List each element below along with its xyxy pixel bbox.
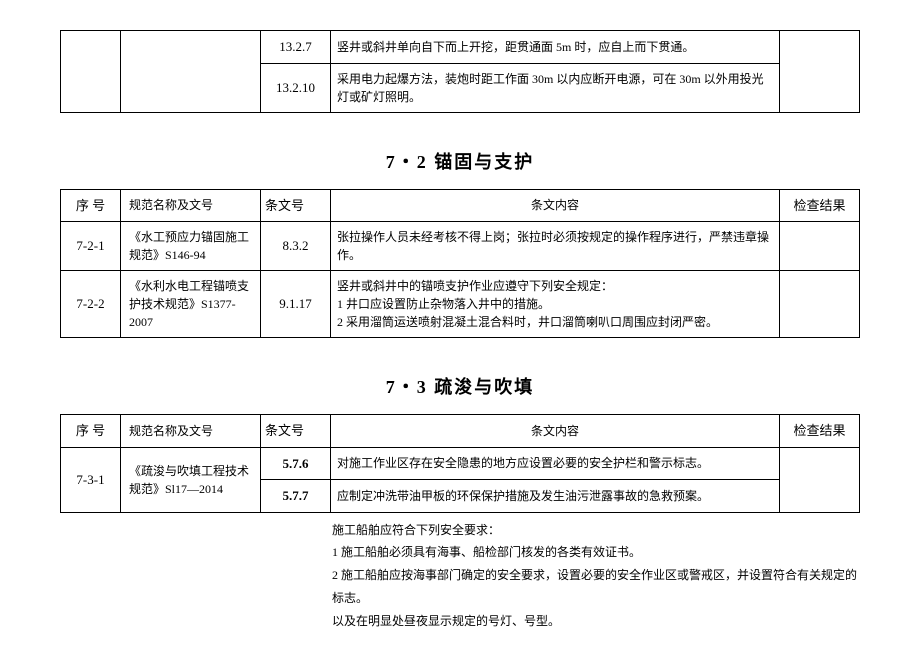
spec-cell: 《水利水电工程锚喷支护技术规范》S1377-2007 [121,271,261,338]
table-row: 7-3-1 《疏浚与吹填工程技术规范》Sl17—2014 5.7.6 对施工作业… [61,447,860,480]
col-header-content: 条文内容 [331,415,780,448]
article-number: 13.2.10 [261,63,331,112]
result-cell [780,447,860,512]
table-header-row: 序 号 规范名称及文号 条文号 条文内容 检查结果 [61,189,860,222]
trailing-line: 以及在明显处昼夜显示规定的号灯、号型。 [332,610,860,633]
table-row: 7-2-2 《水利水电工程锚喷支护技术规范》S1377-2007 9.1.17 … [61,271,860,338]
col-header-content: 条文内容 [331,189,780,222]
table-header-row: 序 号 规范名称及文号 条文号 条文内容 检查结果 [61,415,860,448]
article-cell: 5.7.7 [261,480,331,513]
article-content: 采用电力起爆方法，装炮时距工作面 30m 以内应断开电源，可在 30m 以外用投… [331,63,780,112]
trailing-line: 1 施工船舶必须具有海事、船检部门核发的各类有效证书。 [332,541,860,564]
col-header-spec: 规范名称及文号 [121,189,261,222]
article-number: 13.2.7 [261,31,331,64]
table-7-3: 序 号 规范名称及文号 条文号 条文内容 检查结果 7-3-1 《疏浚与吹填工程… [60,414,860,513]
content-cell: 应制定冲洗带油甲板的环保保护措施及发生油污泄露事故的急救预案。 [331,480,780,513]
result-cell [780,271,860,338]
col-header-article: 条文号 [261,415,331,448]
table-top-fragment: 13.2.7 竖井或斜井单向自下而上开挖，距贯通面 5m 时，应自上而下贯通。 … [60,30,860,113]
section-heading-7-2: 7・2 锚固与支护 [60,148,860,174]
section-heading-7-3: 7・3 疏浚与吹填 [60,373,860,399]
col-header-seq: 序 号 [61,415,121,448]
seq-cell: 7-2-1 [61,222,121,271]
trailing-line: 2 施工船舶应按海事部门确定的安全要求，设置必要的安全作业区或警戒区，并设置符合… [332,564,860,610]
content-cell: 竖井或斜井中的锚喷支护作业应遵守下列安全规定： 1 井口应设置防止杂物落入井中的… [331,271,780,338]
trailing-line: 施工船舶应符合下列安全要求： [332,519,860,542]
col-header-seq: 序 号 [61,189,121,222]
article-cell: 5.7.6 [261,447,331,480]
spec-cell: 《疏浚与吹填工程技术规范》Sl17—2014 [121,447,261,512]
col-header-article: 条文号 [261,189,331,222]
col-header-spec: 规范名称及文号 [121,415,261,448]
result-cell [780,222,860,271]
table-7-2: 序 号 规范名称及文号 条文号 条文内容 检查结果 7-2-1 《水工预应力锚固… [60,189,860,339]
trailing-text-block: 施工船舶应符合下列安全要求： 1 施工船舶必须具有海事、船检部门核发的各类有效证… [60,519,860,633]
content-cell: 张拉操作人员未经考核不得上岗；张拉时必须按规定的操作程序进行，严禁违章操作。 [331,222,780,271]
article-cell: 9.1.17 [261,271,331,338]
article-cell: 8.3.2 [261,222,331,271]
content-cell: 对施工作业区存在安全隐患的地方应设置必要的安全护栏和警示标志。 [331,447,780,480]
spec-cell: 《水工预应力锚固施工规范》S146-94 [121,222,261,271]
col-header-result: 检查结果 [780,415,860,448]
table-row: 7-2-1 《水工预应力锚固施工规范》S146-94 8.3.2 张拉操作人员未… [61,222,860,271]
article-content: 竖井或斜井单向自下而上开挖，距贯通面 5m 时，应自上而下贯通。 [331,31,780,64]
table-row: 13.2.7 竖井或斜井单向自下而上开挖，距贯通面 5m 时，应自上而下贯通。 [61,31,860,64]
seq-cell: 7-2-2 [61,271,121,338]
col-header-result: 检查结果 [780,189,860,222]
seq-cell: 7-3-1 [61,447,121,512]
